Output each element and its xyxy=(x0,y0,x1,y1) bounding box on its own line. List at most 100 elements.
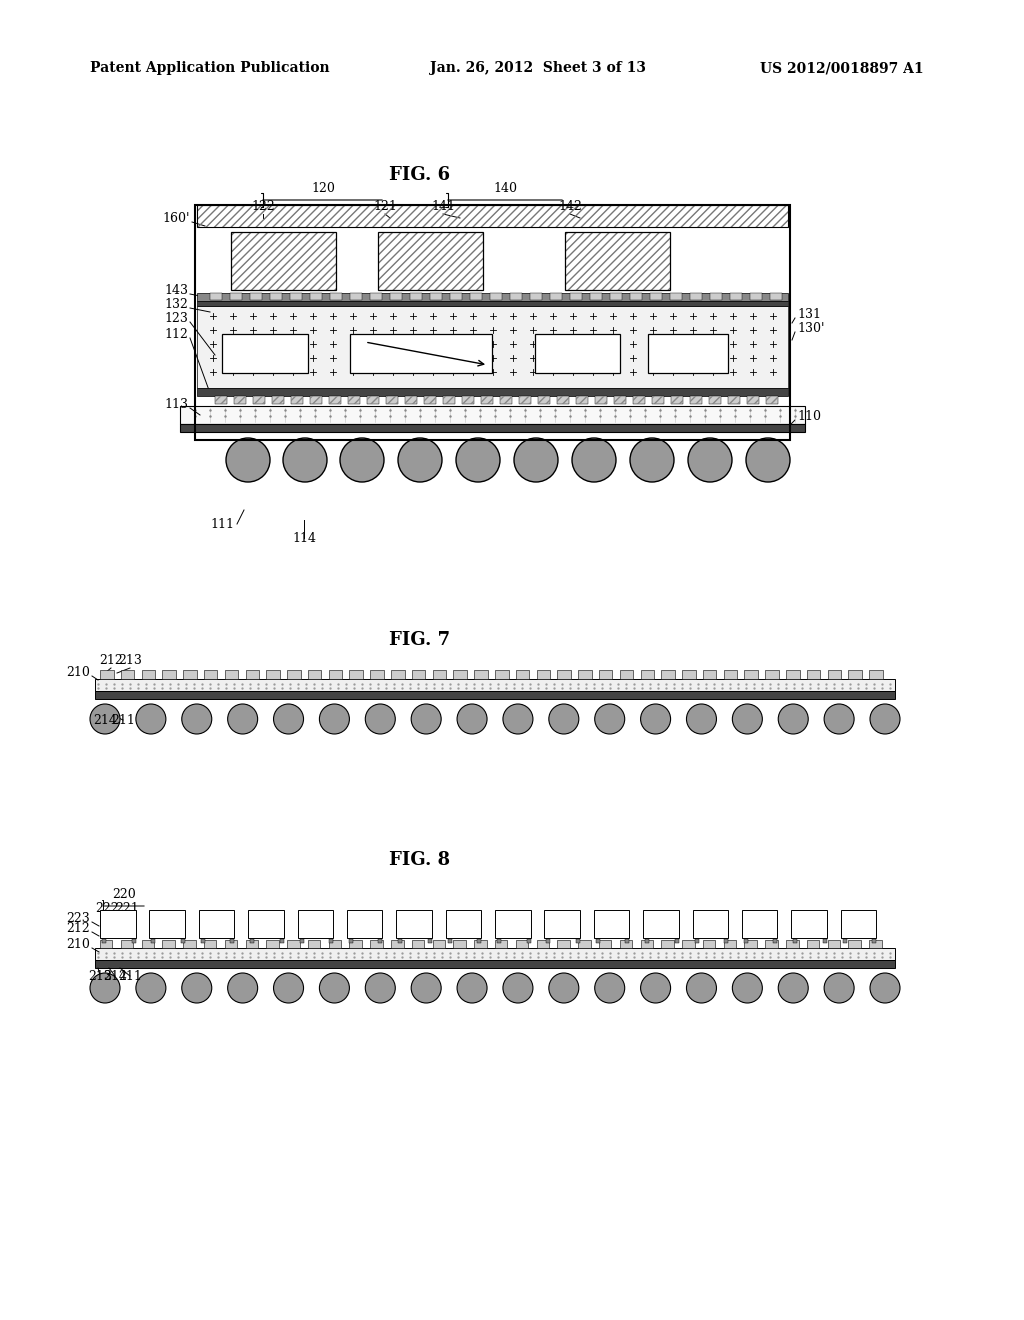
Bar xyxy=(596,939,600,942)
Bar xyxy=(827,671,841,678)
Text: 114: 114 xyxy=(292,532,316,545)
Bar xyxy=(641,940,653,948)
Circle shape xyxy=(824,973,854,1003)
Bar xyxy=(386,396,398,404)
Bar xyxy=(614,396,626,404)
Bar xyxy=(671,396,683,404)
Bar xyxy=(724,939,728,942)
Bar xyxy=(730,293,742,300)
Circle shape xyxy=(227,973,258,1003)
Text: 111: 111 xyxy=(210,517,234,531)
Circle shape xyxy=(182,704,212,734)
Bar xyxy=(807,940,819,948)
Bar xyxy=(575,939,580,942)
Bar xyxy=(650,293,662,300)
Bar xyxy=(570,293,582,300)
Bar xyxy=(454,940,466,948)
Bar xyxy=(633,396,645,404)
Bar xyxy=(412,671,425,678)
Bar xyxy=(197,301,788,306)
Bar xyxy=(626,939,630,942)
Text: 211: 211 xyxy=(111,714,135,727)
Bar xyxy=(709,396,721,404)
Bar xyxy=(428,939,432,942)
Bar xyxy=(150,909,185,939)
Bar xyxy=(310,396,322,404)
Text: 212: 212 xyxy=(99,653,123,667)
Bar xyxy=(308,940,321,948)
Bar xyxy=(308,671,322,678)
Bar xyxy=(201,939,205,942)
Bar xyxy=(823,939,826,942)
Text: 210: 210 xyxy=(67,667,90,678)
Bar xyxy=(131,939,135,942)
Bar xyxy=(500,396,512,404)
Bar xyxy=(841,909,877,939)
Bar xyxy=(495,671,509,678)
Text: 113: 113 xyxy=(164,399,188,411)
Bar xyxy=(183,940,196,948)
Bar xyxy=(287,671,301,678)
Bar xyxy=(298,909,333,939)
Bar xyxy=(371,671,384,678)
Circle shape xyxy=(398,438,442,482)
Bar xyxy=(690,396,702,404)
Bar xyxy=(474,671,487,678)
Bar xyxy=(348,396,360,404)
Bar xyxy=(204,671,217,678)
Bar xyxy=(869,671,883,678)
Bar xyxy=(516,940,528,948)
Bar xyxy=(724,940,736,948)
Bar xyxy=(575,396,588,404)
Bar xyxy=(728,396,740,404)
Bar xyxy=(807,671,820,678)
Circle shape xyxy=(630,438,674,482)
Bar xyxy=(595,396,607,404)
Bar xyxy=(121,940,133,948)
Bar xyxy=(310,293,322,300)
Bar xyxy=(100,671,114,678)
Circle shape xyxy=(457,973,487,1003)
Bar xyxy=(443,396,455,404)
Bar xyxy=(557,671,571,678)
Bar xyxy=(350,334,492,374)
Bar xyxy=(641,671,654,678)
Circle shape xyxy=(412,973,441,1003)
Bar xyxy=(575,396,588,404)
Bar xyxy=(537,671,550,678)
Bar xyxy=(197,205,788,227)
Circle shape xyxy=(273,973,303,1003)
Bar xyxy=(272,396,284,404)
Bar xyxy=(579,671,592,678)
Bar xyxy=(224,671,239,678)
Circle shape xyxy=(732,704,762,734)
Bar xyxy=(702,940,716,948)
Bar xyxy=(231,232,336,290)
Circle shape xyxy=(90,704,120,734)
Circle shape xyxy=(457,704,487,734)
Bar xyxy=(329,671,342,678)
Bar xyxy=(195,205,790,440)
Bar xyxy=(231,232,336,290)
Bar xyxy=(526,939,530,942)
Bar xyxy=(199,909,234,939)
Bar xyxy=(497,939,501,942)
Bar xyxy=(744,671,758,678)
Bar xyxy=(197,388,788,396)
Bar xyxy=(272,396,284,404)
Bar xyxy=(535,334,620,374)
Bar xyxy=(412,940,424,948)
Bar xyxy=(246,940,258,948)
Bar xyxy=(266,940,279,948)
Bar xyxy=(141,940,154,948)
Text: 223: 223 xyxy=(67,912,90,925)
Circle shape xyxy=(503,973,532,1003)
Bar xyxy=(682,940,694,948)
Text: 214: 214 xyxy=(103,970,127,983)
Bar xyxy=(230,293,242,300)
Circle shape xyxy=(319,973,349,1003)
Bar xyxy=(432,671,446,678)
Bar xyxy=(550,293,562,300)
Bar xyxy=(462,396,474,404)
Bar xyxy=(662,940,674,948)
